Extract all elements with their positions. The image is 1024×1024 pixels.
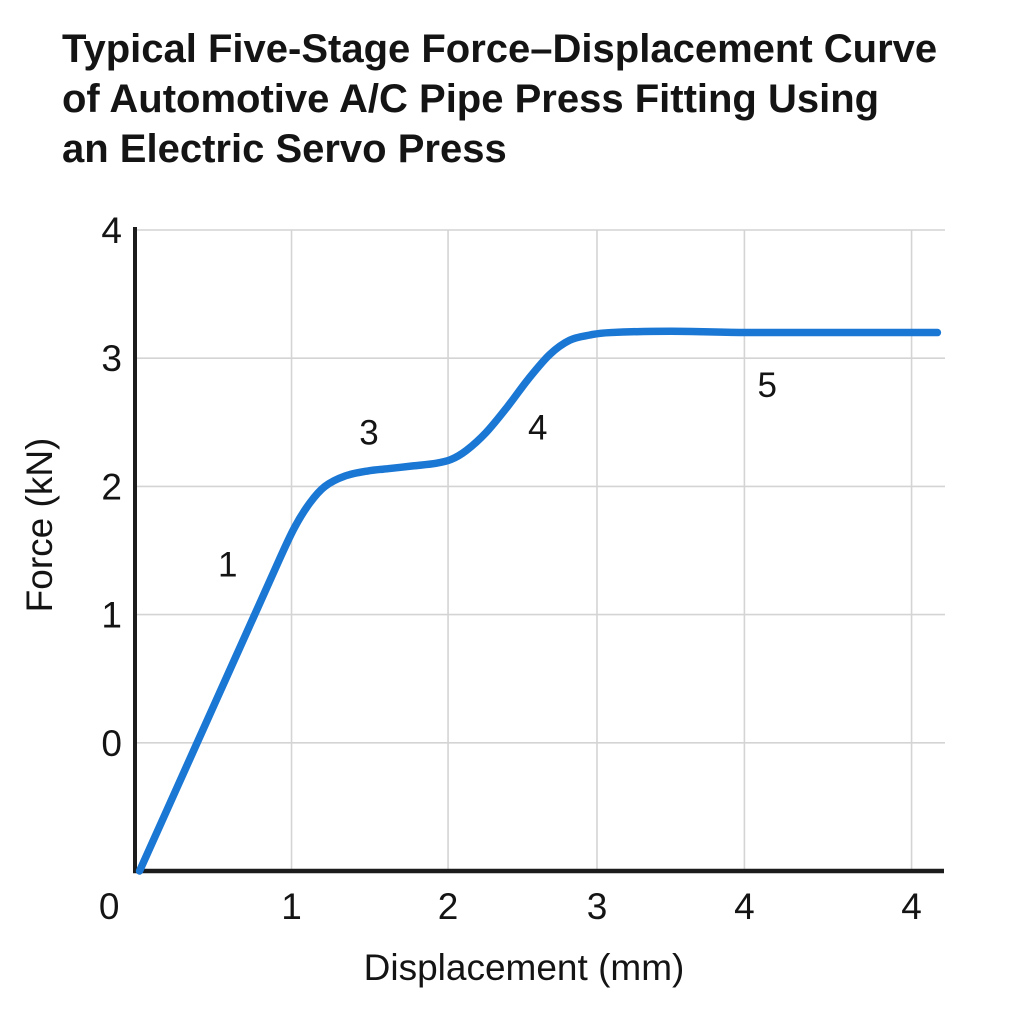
stage-label-1: 1 <box>218 546 237 585</box>
axis-spines <box>133 227 944 874</box>
chart-title-line-2: of Automotive A/C Pipe Press Fitting Usi… <box>62 77 880 121</box>
y-tick-label: 2 <box>101 466 122 507</box>
force-curve <box>135 327 942 875</box>
stage-label-3: 3 <box>359 414 378 453</box>
x-tick-label: 4 <box>734 886 755 927</box>
tick-labels: 0 1 2 3 4 4 0 1 2 3 4 <box>99 210 922 927</box>
y-tick-label: 0 <box>101 723 122 764</box>
x-axis-label: Displacement (mm) <box>364 947 685 988</box>
y-axis-label: Force (kN) <box>19 438 60 613</box>
y-tick-label: 4 <box>101 210 122 251</box>
x-tick-label: 2 <box>438 886 459 927</box>
x-tick-label: 1 <box>281 886 302 927</box>
y-tick-label: 1 <box>101 595 122 636</box>
x-tick-label: 4 <box>901 886 922 927</box>
chart-title-line-1: Typical Five-Stage Force–Displacement Cu… <box>62 27 938 71</box>
chart-title-line-3: an Electric Servo Press <box>62 127 507 171</box>
grid-layer <box>135 229 945 871</box>
chart-title: Typical Five-Stage Force–Displacement Cu… <box>62 24 982 174</box>
stage-label-5: 5 <box>757 366 776 405</box>
curve-layer <box>135 327 942 875</box>
stage-label-4: 4 <box>528 408 547 447</box>
x-tick-label: 3 <box>587 886 608 927</box>
x-tick-label: 0 <box>99 886 120 927</box>
stage-annotations: 1 3 4 5 <box>218 366 777 584</box>
y-tick-label: 3 <box>101 338 122 379</box>
